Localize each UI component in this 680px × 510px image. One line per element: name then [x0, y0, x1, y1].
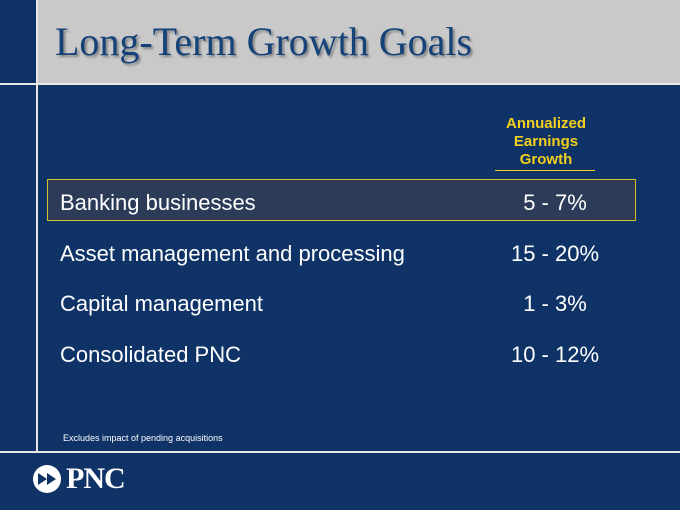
column-header-underline — [495, 170, 595, 171]
row-label-consolidated: Consolidated PNC — [60, 342, 241, 367]
column-header-line-1: Annualized — [505, 115, 586, 132]
row-value-consolidated: 10 - 12% — [510, 342, 600, 367]
column-header-line-3: Growth — [519, 151, 573, 168]
footnote: Excludes impact of pending acquisitions — [63, 433, 223, 443]
pnc-logo: PNC — [32, 462, 126, 496]
column-header: Annualized Earnings Growth — [496, 115, 596, 169]
row-value-banking: 5 - 7% — [523, 190, 587, 215]
row-label-banking: Banking businesses — [60, 190, 256, 215]
row-label-asset-management: Asset management and processing — [60, 241, 405, 266]
vertical-divider — [36, 0, 38, 452]
title-band — [36, 0, 680, 83]
bottom-divider — [0, 451, 680, 453]
row-label-capital-management: Capital management — [60, 291, 264, 316]
pnc-logo-icon — [33, 465, 61, 493]
highlighted-row-box — [47, 179, 636, 221]
column-header-line-2: Earnings — [513, 133, 579, 150]
top-divider — [0, 83, 680, 85]
row-value-asset-management: 15 - 20% — [510, 241, 600, 266]
logo-text: PNC — [66, 462, 126, 495]
slide-title: Long-Term Growth Goals — [55, 19, 473, 64]
row-value-capital-management: 1 - 3% — [523, 291, 587, 316]
